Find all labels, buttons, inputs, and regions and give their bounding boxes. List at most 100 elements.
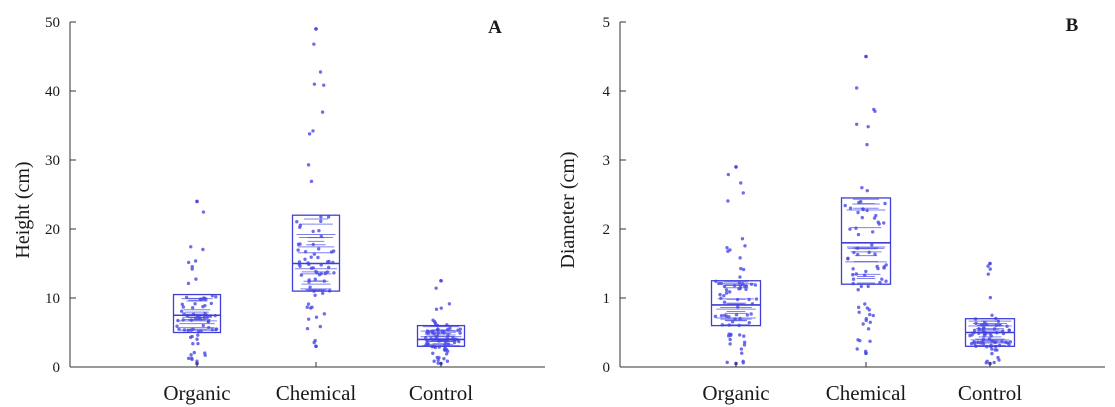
- data-point: [970, 333, 974, 337]
- data-point: [305, 326, 310, 331]
- data-point: [306, 163, 311, 167]
- data-point: [316, 255, 320, 260]
- data-point: [856, 232, 861, 237]
- min-point: [314, 344, 318, 349]
- data-point: [190, 306, 195, 310]
- data-point: [864, 317, 868, 321]
- data-point: [988, 295, 993, 300]
- data-point: [969, 341, 974, 346]
- data-point: [726, 249, 730, 253]
- data-point: [726, 199, 730, 203]
- data-point: [308, 285, 312, 289]
- data-point: [851, 277, 856, 281]
- panel-a-height-chart: 0 10 20 30 40 50 Organic Chemical Control Heigh…: [12, 15, 545, 405]
- max-point: [195, 199, 199, 204]
- data-point: [870, 243, 874, 247]
- data-point: [865, 142, 869, 147]
- max-point: [314, 27, 318, 31]
- data-point: [306, 302, 311, 306]
- box: [710, 280, 762, 327]
- data-point: [872, 216, 877, 220]
- y-tick-label: 4: [603, 84, 611, 100]
- box: [416, 324, 466, 347]
- data-point: [303, 257, 307, 261]
- data-point: [739, 266, 743, 271]
- data-point: [312, 340, 316, 345]
- data-point: [737, 333, 742, 337]
- data-point: [209, 301, 214, 306]
- data-point: [992, 360, 996, 365]
- data-point: [319, 219, 323, 223]
- data-point: [855, 347, 859, 351]
- data-point: [861, 322, 865, 326]
- data-point: [318, 70, 323, 74]
- data-point: [193, 302, 197, 306]
- max-point: [734, 165, 738, 169]
- data-point: [443, 348, 447, 352]
- data-point: [986, 272, 991, 276]
- data-point: [189, 356, 194, 361]
- data-point: [435, 355, 439, 360]
- data-point: [868, 339, 872, 343]
- panel-label-a: A: [488, 17, 502, 38]
- panel-label-b: B: [1066, 15, 1079, 36]
- data-point: [863, 302, 867, 306]
- data-point: [743, 244, 747, 248]
- category-label: Control: [958, 381, 1022, 405]
- data-point: [866, 284, 870, 289]
- data-point: [726, 172, 731, 177]
- data-point: [181, 305, 186, 309]
- data-point: [442, 357, 446, 361]
- data-point: [458, 331, 462, 335]
- data-point: [884, 263, 888, 267]
- data-point: [749, 312, 753, 316]
- y-tick-label: 5: [603, 15, 611, 31]
- data-point: [1007, 342, 1011, 347]
- data-point: [296, 248, 300, 252]
- data-point: [180, 302, 184, 307]
- y-tick-label: 3: [603, 153, 611, 169]
- data-point: [312, 252, 317, 256]
- data-point: [884, 279, 888, 283]
- data-point: [320, 110, 325, 114]
- box: [172, 293, 222, 334]
- data-point: [741, 267, 746, 272]
- data-point: [719, 313, 724, 318]
- data-point: [745, 313, 750, 317]
- data-point: [196, 333, 200, 337]
- data-point: [728, 342, 732, 346]
- data-point: [993, 348, 997, 352]
- data-point: [990, 313, 994, 317]
- min-point: [864, 351, 868, 356]
- data-point: [447, 302, 452, 306]
- data-point: [203, 351, 207, 355]
- data-point: [744, 287, 748, 292]
- y-tick-label: 2: [603, 222, 611, 238]
- data-point: [856, 305, 861, 310]
- data-point: [728, 337, 732, 342]
- data-point: [322, 83, 326, 87]
- data-point: [311, 229, 315, 234]
- data-point: [201, 247, 205, 252]
- data-point: [754, 297, 759, 301]
- y-tick-label: 0: [603, 360, 611, 376]
- data-point: [851, 267, 855, 271]
- data-point: [722, 293, 726, 298]
- data-point: [747, 321, 752, 325]
- data-point: [739, 347, 744, 351]
- data-point: [874, 213, 878, 218]
- data-point: [880, 277, 884, 281]
- data-point: [722, 313, 727, 317]
- data-point: [749, 282, 754, 286]
- data-point: [883, 201, 887, 206]
- data-point: [747, 297, 751, 302]
- data-point: [877, 222, 881, 226]
- y-tick-label: 50: [45, 15, 60, 31]
- data-point: [848, 227, 852, 231]
- data-point: [858, 338, 862, 343]
- data-point: [298, 225, 302, 229]
- data-point: [203, 303, 207, 308]
- data-point: [201, 210, 206, 214]
- data-point: [872, 107, 876, 112]
- y-axis-title: Height (cm): [12, 161, 34, 258]
